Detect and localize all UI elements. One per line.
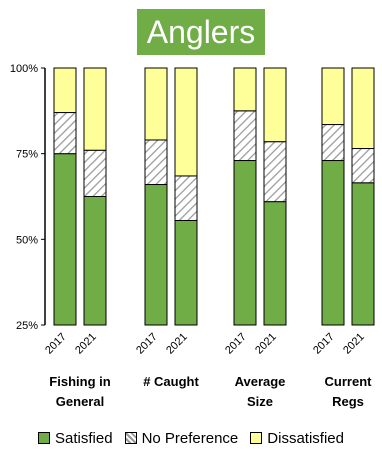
legend-swatch	[38, 432, 51, 444]
bar-satisfied-1-2021	[83, 196, 107, 326]
bar-no-preference-2-2021	[174, 175, 198, 221]
x-year-label: 2021	[341, 331, 367, 357]
x-year-label: 2017	[223, 331, 249, 357]
x-year-label: 2017	[311, 331, 337, 357]
bar-no-preference-4-2017	[321, 124, 345, 162]
bar-dissatisfied-2-2021	[174, 67, 198, 177]
x-category-label: # Caught	[143, 374, 199, 389]
bar-no-preference-4-2021	[351, 148, 375, 184]
legend-label: Satisfied	[55, 429, 113, 447]
bar-no-preference-1-2017	[53, 112, 77, 155]
y-tick-label: 25%	[16, 320, 38, 332]
x-category-label: Average	[235, 374, 286, 389]
bar-dissatisfied-1-2017	[53, 67, 77, 114]
x-year-label: 2021	[253, 331, 279, 357]
y-tick-label: 50%	[16, 234, 38, 246]
bar-dissatisfied-3-2017	[233, 67, 257, 112]
bar-no-preference-3-2017	[233, 110, 257, 162]
bar-satisfied-3-2017	[233, 160, 257, 326]
legend-label: Dissatisfied	[267, 429, 344, 447]
y-tick-label: 100%	[10, 63, 38, 75]
x-year-label: 2021	[164, 331, 190, 357]
x-category-label: Fishing in	[49, 374, 110, 389]
bar-dissatisfied-1-2021	[83, 67, 107, 151]
bar-satisfied-2-2021	[174, 219, 198, 326]
x-category-label: Regs	[332, 394, 364, 409]
legend: Satisfied No Preference Dissatisfied	[0, 427, 382, 449]
bar-no-preference-2-2017	[144, 139, 168, 186]
legend-item-satisfied: Satisfied	[38, 430, 113, 447]
legend-item-dissatisfied: Dissatisfied	[250, 430, 344, 447]
bar-no-preference-1-2021	[83, 149, 107, 198]
x-category-label: Current	[325, 374, 373, 389]
bar-dissatisfied-2-2017	[144, 67, 168, 141]
x-category-label: Size	[247, 394, 273, 409]
x-category-label: General	[56, 394, 104, 409]
bar-satisfied-3-2021	[263, 201, 287, 326]
legend-item-no-preference: No Preference	[124, 429, 239, 447]
chart-title: Anglers	[137, 9, 265, 55]
bar-satisfied-4-2017	[321, 160, 345, 326]
bar-satisfied-4-2021	[351, 182, 375, 326]
bar-satisfied-2-2017	[144, 184, 168, 326]
x-year-label: 2017	[43, 331, 69, 357]
bar-dissatisfied-4-2017	[321, 67, 345, 126]
legend-label: No Preference	[141, 429, 239, 447]
bar-dissatisfied-4-2021	[351, 67, 375, 150]
x-year-label: 2017	[134, 331, 160, 357]
legend-swatch	[124, 432, 137, 444]
bar-dissatisfied-3-2021	[263, 67, 287, 143]
bar-no-preference-3-2021	[263, 141, 287, 203]
bar-satisfied-1-2017	[53, 153, 77, 326]
x-year-label: 2021	[73, 331, 99, 357]
legend-swatch	[250, 432, 263, 444]
y-tick-label: 75%	[16, 149, 38, 161]
